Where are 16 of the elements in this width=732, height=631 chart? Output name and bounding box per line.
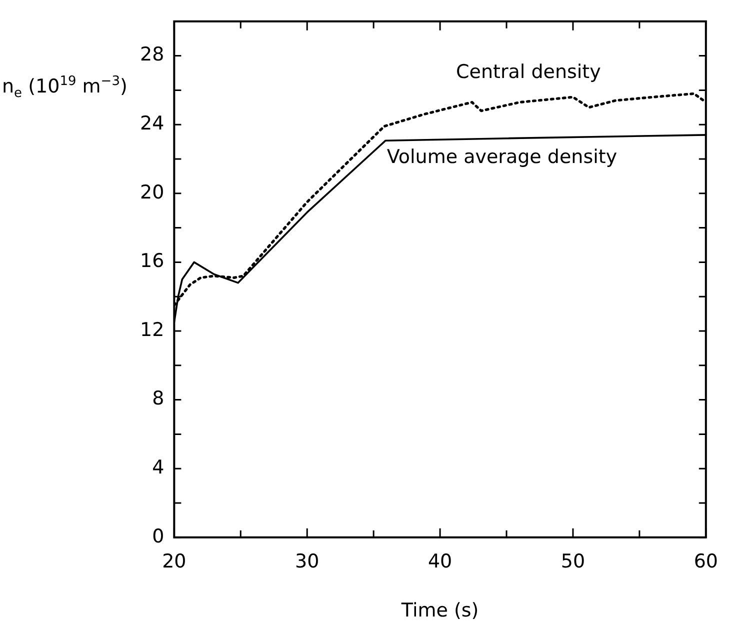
y-axis-title: n$_{e}$ (10$^{19}$ m$^{−3}$) — [2, 74, 128, 102]
y-tick-label: 0 — [152, 525, 164, 548]
y-tick-label: 24 — [140, 112, 164, 135]
x-axis-title: Time (s) — [400, 600, 479, 622]
y-tick-label: 20 — [140, 181, 164, 204]
series-label: Central density — [456, 60, 601, 83]
y-tick-label: 28 — [140, 44, 164, 66]
y-tick-label: 16 — [140, 250, 164, 272]
y-tick-label: 4 — [152, 456, 164, 479]
y-tick-label: 8 — [152, 388, 164, 410]
x-tick-label: 60 — [694, 550, 718, 573]
x-tick-label: 50 — [560, 550, 586, 573]
series-label: Volume average density — [386, 146, 618, 168]
y-tick-label: 12 — [140, 318, 164, 341]
x-tick-label: 40 — [428, 550, 452, 573]
x-tick-label: 30 — [295, 550, 320, 573]
